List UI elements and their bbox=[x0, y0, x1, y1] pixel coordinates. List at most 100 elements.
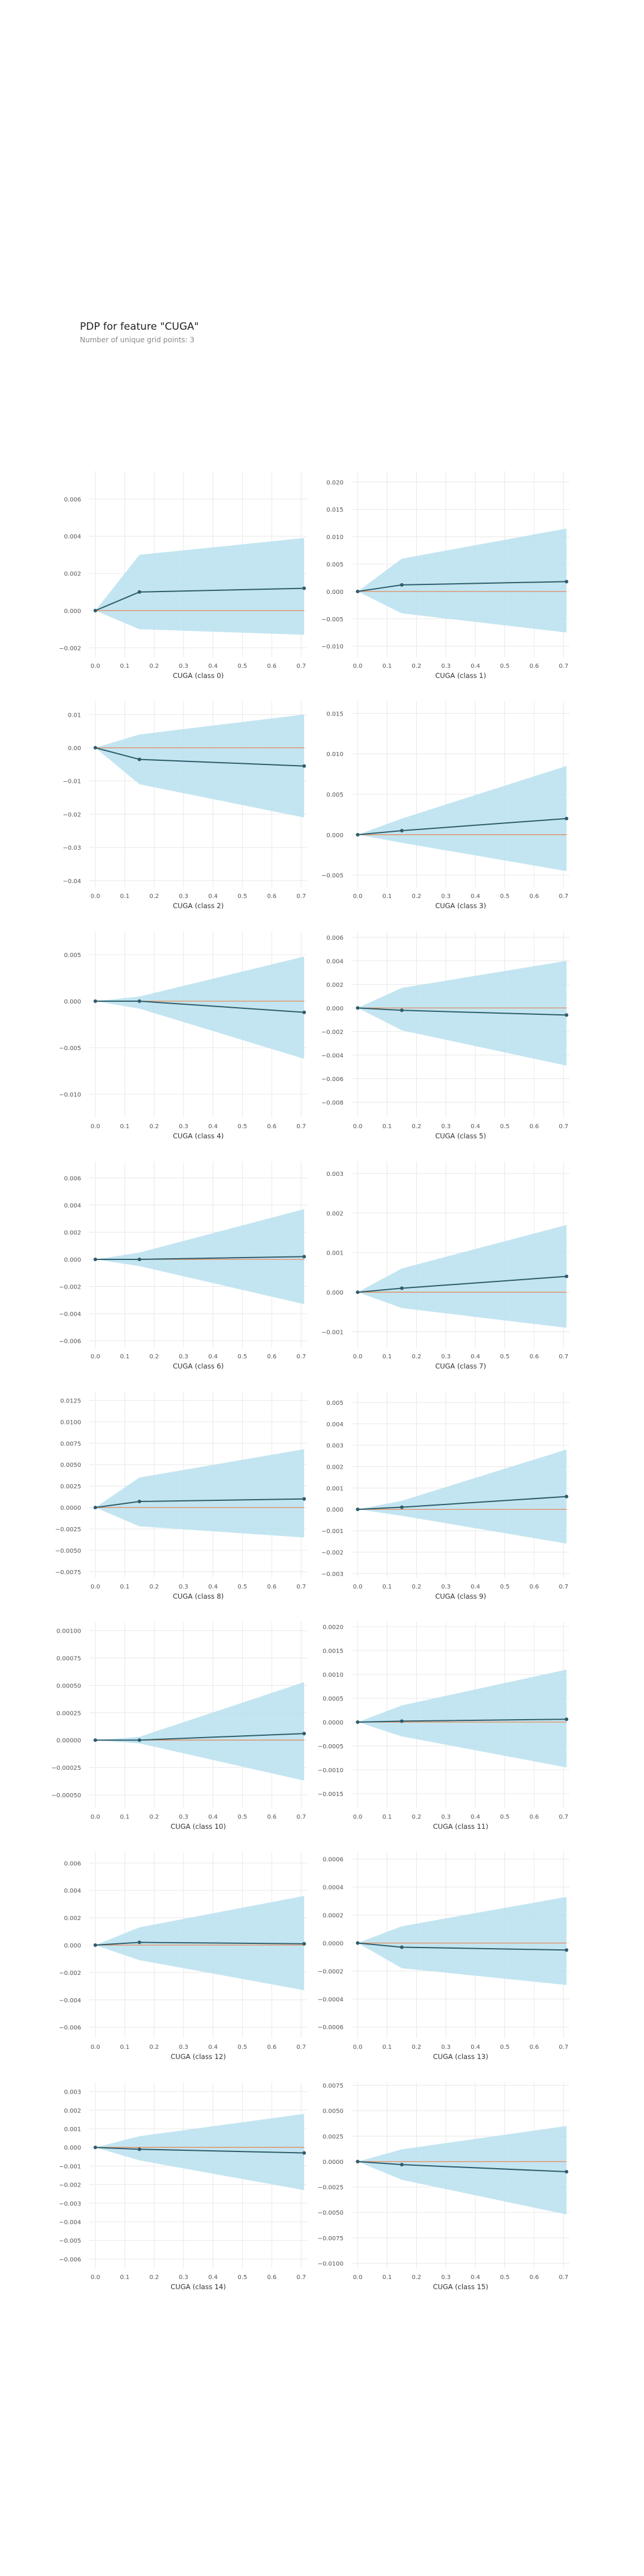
x-tick-label: 0.1 bbox=[382, 663, 392, 670]
x-tick-label: 0.0 bbox=[91, 663, 100, 670]
x-tick-label: 0.3 bbox=[179, 1814, 188, 1820]
x-tick-label: 0.7 bbox=[559, 2044, 568, 2051]
confidence-band bbox=[357, 1225, 567, 1328]
y-tick-label: −0.0002 bbox=[318, 1968, 343, 1975]
x-axis-label: CUGA (class 9) bbox=[435, 1592, 486, 1600]
x-tick-label: 0.6 bbox=[530, 1584, 539, 1590]
x-tick-label: 0.7 bbox=[296, 663, 306, 670]
pdp-subplot-9: −0.003 −0.002 −0.001 0.000 0.001 0.002 0.003 0.… bbox=[321, 1392, 569, 1600]
pdp-subplot-3: −0.005 0.000 0.005 0.010 0.015 0.0 0.1 0.2 0.3 0.… bbox=[321, 701, 569, 910]
pdp-point bbox=[400, 1505, 404, 1509]
x-tick-label: 0.7 bbox=[559, 893, 568, 900]
x-tick-label: 0.6 bbox=[267, 1354, 277, 1360]
y-tick-label: −0.0015 bbox=[318, 1791, 343, 1798]
x-tick-label: 0.5 bbox=[500, 1584, 510, 1590]
x-tick-label: 0.4 bbox=[470, 663, 480, 670]
x-tick-label: 0.2 bbox=[150, 1123, 159, 1130]
confidence-band bbox=[95, 2114, 305, 2190]
x-tick-label: 0.4 bbox=[208, 893, 218, 900]
y-tick-label: 0.002 bbox=[64, 571, 81, 578]
x-tick-label: 0.4 bbox=[470, 1123, 480, 1130]
x-axis-label: CUGA (class 14) bbox=[171, 2283, 226, 2291]
y-tick-label: −0.01 bbox=[63, 779, 81, 785]
y-tick-label: 0.002 bbox=[326, 1465, 343, 1471]
confidence-band bbox=[95, 714, 305, 818]
x-tick-label: 0.4 bbox=[208, 1354, 218, 1360]
x-tick-label: 0.3 bbox=[179, 1123, 188, 1130]
y-tick-label: 0.002 bbox=[326, 982, 343, 989]
x-tick-label: 0.3 bbox=[441, 1123, 451, 1130]
x-tick-label: 0.1 bbox=[120, 2044, 129, 2051]
pdp-point bbox=[302, 1497, 306, 1501]
x-tick-label: 0.3 bbox=[441, 893, 451, 900]
y-tick-label: 0.010 bbox=[326, 534, 343, 541]
y-tick-label: 0.003 bbox=[326, 1171, 343, 1178]
y-tick-label: −0.003 bbox=[59, 2201, 81, 2207]
y-tick-label: 0.0000 bbox=[323, 1720, 343, 1726]
x-tick-label: 0.0 bbox=[353, 1814, 363, 1820]
pdp-point bbox=[137, 2147, 141, 2151]
x-tick-label: 0.2 bbox=[150, 663, 159, 670]
x-tick-label: 0.0 bbox=[353, 663, 363, 670]
y-tick-label: −0.005 bbox=[59, 1045, 81, 1052]
y-tick-label: 0.010 bbox=[326, 751, 343, 758]
pdp-point bbox=[137, 1500, 141, 1504]
pdp-point bbox=[302, 1942, 306, 1946]
pdp-point bbox=[93, 2145, 97, 2150]
y-tick-label: 0.004 bbox=[326, 1422, 343, 1428]
x-tick-label: 0.6 bbox=[530, 2274, 539, 2281]
y-tick-label: 0.0050 bbox=[323, 2109, 343, 2115]
y-tick-label: −0.0050 bbox=[55, 1548, 81, 1555]
x-tick-label: 0.2 bbox=[150, 2274, 159, 2281]
y-tick-label: −0.010 bbox=[321, 644, 343, 651]
x-tick-label: 0.2 bbox=[150, 1584, 159, 1590]
x-tick-label: 0.0 bbox=[353, 893, 363, 900]
pdp-point bbox=[565, 580, 569, 584]
x-tick-label: 0.6 bbox=[267, 2044, 277, 2051]
x-tick-label: 0.4 bbox=[208, 1584, 218, 1590]
x-tick-label: 0.1 bbox=[382, 893, 392, 900]
x-axis-label: CUGA (class 7) bbox=[435, 1362, 486, 1370]
pdp-point bbox=[137, 1738, 141, 1742]
y-tick-label: 0.004 bbox=[64, 534, 81, 540]
pdp-point bbox=[355, 589, 360, 593]
x-tick-label: 0.4 bbox=[470, 2274, 480, 2281]
x-tick-label: 0.3 bbox=[179, 2044, 188, 2051]
x-tick-label: 0.6 bbox=[530, 1123, 539, 1130]
y-tick-label: 0.000 bbox=[64, 999, 81, 1005]
y-tick-label: 0.0000 bbox=[323, 2159, 343, 2166]
confidence-band bbox=[95, 1449, 305, 1538]
x-tick-label: 0.7 bbox=[559, 1584, 568, 1590]
pdp-point bbox=[400, 2163, 404, 2167]
y-tick-label: 0.01 bbox=[68, 712, 81, 719]
pdp-point bbox=[93, 609, 97, 612]
pdp-subplot-0: −0.002 0.000 0.002 0.004 0.006 0.0 0.1 0.2 0.3 0.… bbox=[59, 471, 307, 680]
x-tick-label: 0.5 bbox=[238, 893, 247, 900]
y-tick-label: −0.004 bbox=[59, 1998, 81, 2004]
y-tick-label: −0.006 bbox=[321, 1076, 343, 1083]
pdp-point bbox=[302, 764, 306, 768]
confidence-band bbox=[95, 1682, 305, 1781]
y-tick-label: −0.0075 bbox=[55, 1569, 81, 1576]
y-tick-label: 0.00050 bbox=[57, 1683, 81, 1689]
x-tick-label: 0.1 bbox=[120, 1123, 129, 1130]
x-tick-label: 0.4 bbox=[470, 1814, 480, 1820]
y-tick-label: 0.00025 bbox=[57, 1710, 81, 1717]
y-tick-label: 0.005 bbox=[326, 1400, 343, 1407]
x-tick-label: 0.6 bbox=[267, 1123, 277, 1130]
y-tick-label: 0.004 bbox=[64, 1203, 81, 1209]
y-tick-label: 0.006 bbox=[326, 935, 343, 942]
x-axis-label: CUGA (class 0) bbox=[173, 671, 224, 680]
pdp-point bbox=[302, 1732, 306, 1736]
pdp-point bbox=[93, 746, 97, 750]
x-tick-label: 0.2 bbox=[412, 2044, 422, 2051]
x-axis-label: CUGA (class 5) bbox=[435, 1132, 486, 1140]
y-tick-label: 0.000 bbox=[326, 832, 343, 839]
x-tick-label: 0.5 bbox=[238, 1123, 247, 1130]
pdp-point bbox=[137, 590, 141, 594]
x-tick-label: 0.7 bbox=[296, 1354, 306, 1360]
x-tick-label: 0.3 bbox=[441, 1354, 451, 1360]
pdp-point bbox=[93, 999, 97, 1003]
x-tick-label: 0.3 bbox=[441, 1814, 451, 1820]
